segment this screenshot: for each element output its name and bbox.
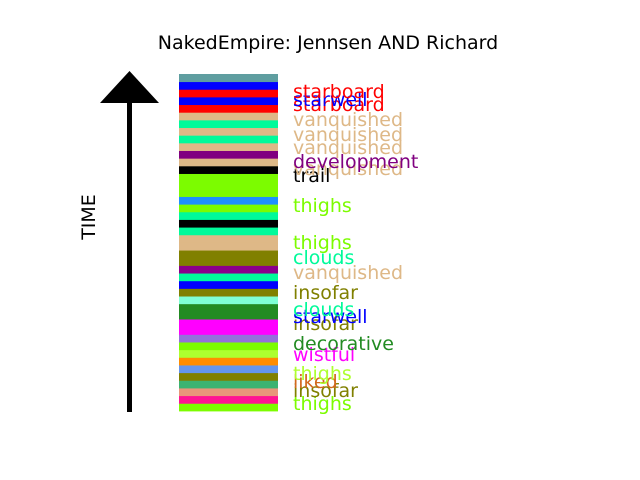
band-label: vanquished (293, 137, 403, 159)
time-band (179, 342, 278, 351)
time-band (179, 273, 278, 282)
time-band (179, 142, 278, 151)
time-band (179, 89, 278, 98)
time-band (179, 150, 278, 159)
band-label: clouds (293, 299, 354, 321)
band-labels: thighsinsofarlikedthighswistfuldecorativ… (293, 81, 418, 415)
band-label: thighs (293, 393, 352, 415)
band-stack (179, 74, 278, 412)
time-band (179, 204, 278, 213)
time-band (179, 395, 278, 404)
band-label: vanquished (293, 109, 403, 131)
time-band (179, 165, 278, 174)
time-band (179, 219, 278, 228)
time-band (179, 158, 278, 167)
time-band (179, 334, 278, 343)
time-band (179, 181, 278, 190)
time-band (179, 211, 278, 220)
time-band (179, 296, 278, 305)
time-band (179, 250, 278, 259)
time-band (179, 242, 278, 251)
time-band (179, 365, 278, 374)
time-axis: TIME (78, 71, 159, 412)
time-band (179, 280, 278, 289)
band-label: decorative (293, 333, 394, 355)
time-band (179, 403, 278, 412)
band-label: vanquished (293, 124, 403, 146)
time-band (179, 188, 278, 197)
band-label: wistful (293, 344, 355, 366)
time-band (179, 227, 278, 236)
time-band (179, 234, 278, 243)
band-label: trail (293, 165, 330, 187)
time-band (179, 173, 278, 182)
time-band (179, 96, 278, 106)
band-label: insofar (293, 282, 358, 304)
time-band (179, 357, 278, 366)
time-band (179, 257, 278, 266)
time-band (179, 112, 278, 121)
time-band (179, 319, 278, 328)
band-label: starboard (293, 81, 385, 103)
time-band (179, 74, 278, 83)
time-band (179, 303, 278, 312)
time-band (179, 265, 278, 274)
time-band (179, 104, 278, 113)
time-band (179, 81, 278, 90)
band-label: thighs (293, 363, 352, 385)
band-label: starboard (293, 94, 385, 116)
band-label: insofar (293, 313, 358, 335)
time-arrow-head (100, 71, 159, 103)
time-band (179, 311, 278, 320)
time-band (179, 196, 278, 205)
band-label: thighs (293, 232, 352, 254)
time-band (179, 135, 278, 144)
band-label: clouds (293, 247, 354, 269)
time-band (179, 388, 278, 397)
band-label: thighs (293, 195, 352, 217)
band-label: liked (293, 371, 338, 393)
band-label: starwell (293, 306, 368, 328)
chart-title: NakedEmpire: Jennsen AND Richard (158, 32, 498, 54)
time-band (179, 288, 278, 297)
time-band (179, 326, 278, 335)
time-band (179, 127, 278, 136)
band-label: vanquished (293, 158, 403, 180)
time-band (179, 380, 278, 389)
band-label: starwell (293, 89, 368, 111)
band-label: vanquished (293, 262, 403, 284)
time-axis-label: TIME (78, 194, 100, 241)
time-band (179, 119, 278, 129)
time-band (179, 349, 278, 358)
band-label: insofar (293, 380, 358, 402)
time-band (179, 372, 278, 381)
band-label: development (293, 151, 418, 173)
time-arrow-shaft (127, 101, 132, 412)
